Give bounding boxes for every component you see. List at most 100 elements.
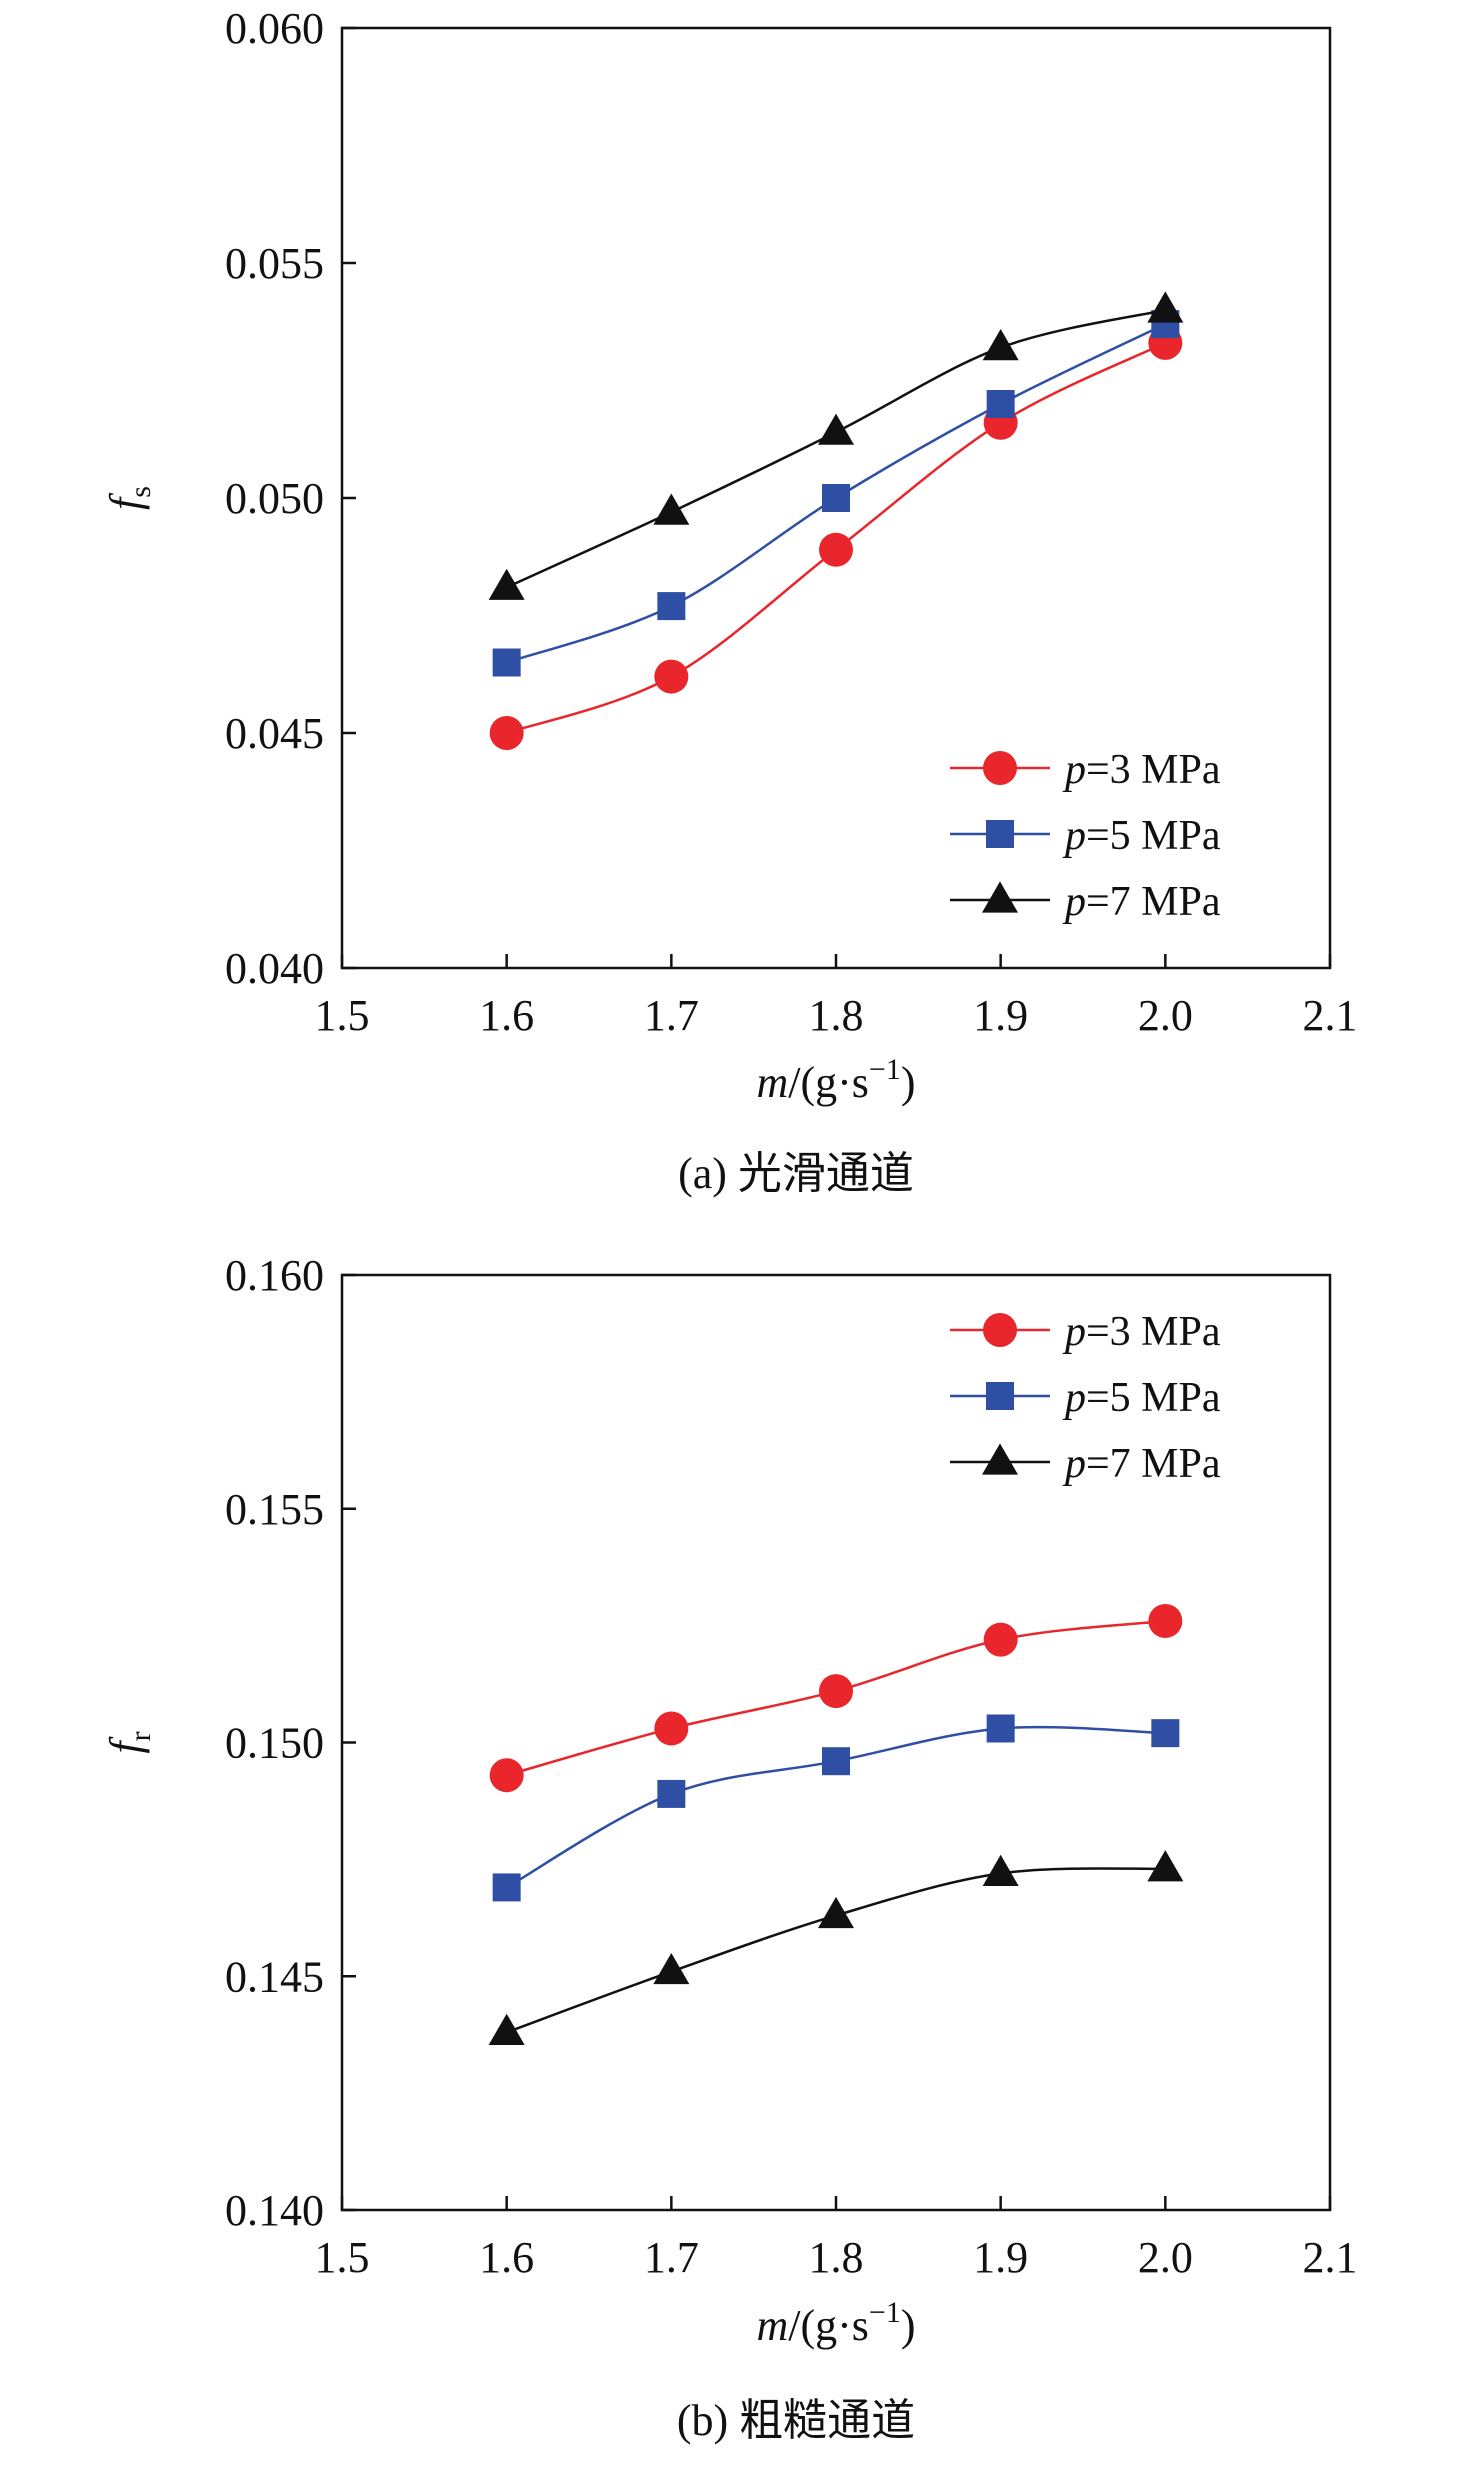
legend-label-var: p <box>1062 879 1086 925</box>
data-point <box>822 484 850 512</box>
legend-label: p=3 MPa <box>1062 1309 1221 1355</box>
legend-label-var: p <box>1062 1441 1086 1487</box>
y-tick-label: 0.155 <box>225 1485 324 1534</box>
legend-item: p=3 MPa <box>950 747 1221 793</box>
x-tick-label: 1.5 <box>315 2233 370 2282</box>
x-tick-label: 1.5 <box>315 991 370 1040</box>
legend-item: p=5 MPa <box>950 1375 1221 1421</box>
legend-label-var: p <box>1062 1375 1086 1421</box>
legend-item: p=3 MPa <box>950 1309 1221 1355</box>
legend-label: p=7 MPa <box>1062 879 1221 925</box>
legend-label: p=5 MPa <box>1062 813 1221 859</box>
x-axis-label: m/(g·s−1) <box>756 1053 915 1107</box>
legend-label-var: p <box>1062 747 1086 793</box>
legend-label: p=5 MPa <box>1062 1375 1221 1421</box>
data-point <box>488 568 525 600</box>
panel-caption: (a) 光滑通道 <box>678 1149 914 1198</box>
x-tick-label: 2.1 <box>1303 2233 1358 2282</box>
x-tick-label: 2.1 <box>1303 991 1358 1040</box>
series-1 <box>489 325 1183 750</box>
x-axis-label-part: /(g·s <box>788 2301 869 2350</box>
legend-marker <box>986 1382 1014 1410</box>
x-axis-label-part: m <box>756 2301 788 2350</box>
y-tick-label: 0.050 <box>225 474 324 523</box>
x-axis-label-part: ) <box>901 1058 916 1107</box>
data-point <box>822 1747 850 1776</box>
legend-label-var: p <box>1062 1309 1086 1355</box>
data-point <box>1151 1719 1180 1748</box>
x-tick-label: 1.9 <box>973 991 1028 1040</box>
data-point <box>819 532 853 567</box>
x-tick-label: 1.7 <box>644 991 699 1040</box>
data-point <box>488 2013 525 2045</box>
data-point <box>653 1952 690 1985</box>
x-tick-label: 1.6 <box>479 2233 534 2282</box>
legend-item: p=5 MPa <box>950 813 1221 859</box>
y-axis-label: fr <box>101 1731 157 1753</box>
series-3 <box>488 1850 1184 2045</box>
data-point <box>489 1758 524 1793</box>
series-2 <box>492 1714 1180 1902</box>
legend-label-rest: =5 MPa <box>1086 1375 1221 1421</box>
x-axis-label: m/(g·s−1) <box>756 2296 915 2350</box>
data-point <box>492 1873 521 1902</box>
y-axis-label-sub: s <box>124 486 157 498</box>
data-point <box>1147 1850 1184 1882</box>
y-tick-label: 0.145 <box>225 1952 324 2001</box>
data-point <box>983 1622 1018 1657</box>
data-point <box>818 413 854 445</box>
data-point <box>653 493 690 525</box>
data-point <box>654 1711 689 1746</box>
legend-label: p=7 MPa <box>1062 1441 1221 1487</box>
legend-item: p=7 MPa <box>950 879 1221 925</box>
legend-marker <box>983 751 1017 785</box>
legend-label-rest: =7 MPa <box>1086 1441 1221 1487</box>
data-point <box>492 648 521 677</box>
y-tick-label: 0.160 <box>225 1251 324 1300</box>
legend-label-rest: =3 MPa <box>1086 747 1221 793</box>
series-3 <box>488 291 1184 600</box>
x-tick-label: 1.7 <box>644 2233 699 2282</box>
data-point <box>1147 291 1184 323</box>
data-point <box>489 716 524 750</box>
data-point <box>657 1779 686 1808</box>
x-tick-label: 1.8 <box>809 991 864 1040</box>
x-axis-label-part: /(g·s <box>788 1058 869 1107</box>
legend-item: p=7 MPa <box>950 1441 1221 1487</box>
x-axis-label-part: m <box>756 1058 788 1107</box>
data-point <box>819 1674 853 1709</box>
series-line <box>506 1867 1166 2034</box>
y-tick-label: 0.060 <box>225 4 324 53</box>
legend-label: p=3 MPa <box>1062 747 1221 793</box>
x-axis-label-part: −1 <box>869 2296 901 2329</box>
data-point <box>1148 1603 1183 1638</box>
y-tick-label: 0.150 <box>225 1719 324 1768</box>
y-tick-label: 0.045 <box>225 709 324 758</box>
data-point <box>982 329 1019 361</box>
legend-marker <box>982 1443 1018 1475</box>
chart-panel-b: 1.5 1.6 1.7 1.8 1.9 2.0 2.1 0.140 0.145 0.150 0.15… <box>101 1251 1358 2445</box>
data-point <box>986 1714 1015 1743</box>
y-tick-label: 0.040 <box>225 944 324 993</box>
chart-panel-a: 1.5 1.6 1.7 1.8 1.9 2.0 2.1 0.040 0.045 0.050 0.05… <box>101 4 1358 1198</box>
x-tick-label: 1.6 <box>479 991 534 1040</box>
data-point <box>654 659 689 694</box>
y-tick-label: 0.055 <box>225 239 324 288</box>
data-point <box>818 1896 854 1929</box>
x-tick-label: 1.8 <box>809 2233 864 2282</box>
legend-label-rest: =5 MPa <box>1086 813 1221 859</box>
x-tick-label: 2.0 <box>1138 991 1193 1040</box>
legend-label-rest: =3 MPa <box>1086 1309 1221 1355</box>
x-axis-label-part: −1 <box>869 1053 901 1086</box>
x-tick-label: 2.0 <box>1138 2233 1193 2282</box>
legend-marker <box>986 820 1014 848</box>
legend-label-rest: =7 MPa <box>1086 879 1221 925</box>
series-2 <box>492 310 1180 677</box>
y-tick-label: 0.140 <box>225 2186 324 2235</box>
x-tick-label: 1.9 <box>973 2233 1028 2282</box>
series-1 <box>489 1603 1183 1793</box>
data-point <box>982 1854 1019 1886</box>
